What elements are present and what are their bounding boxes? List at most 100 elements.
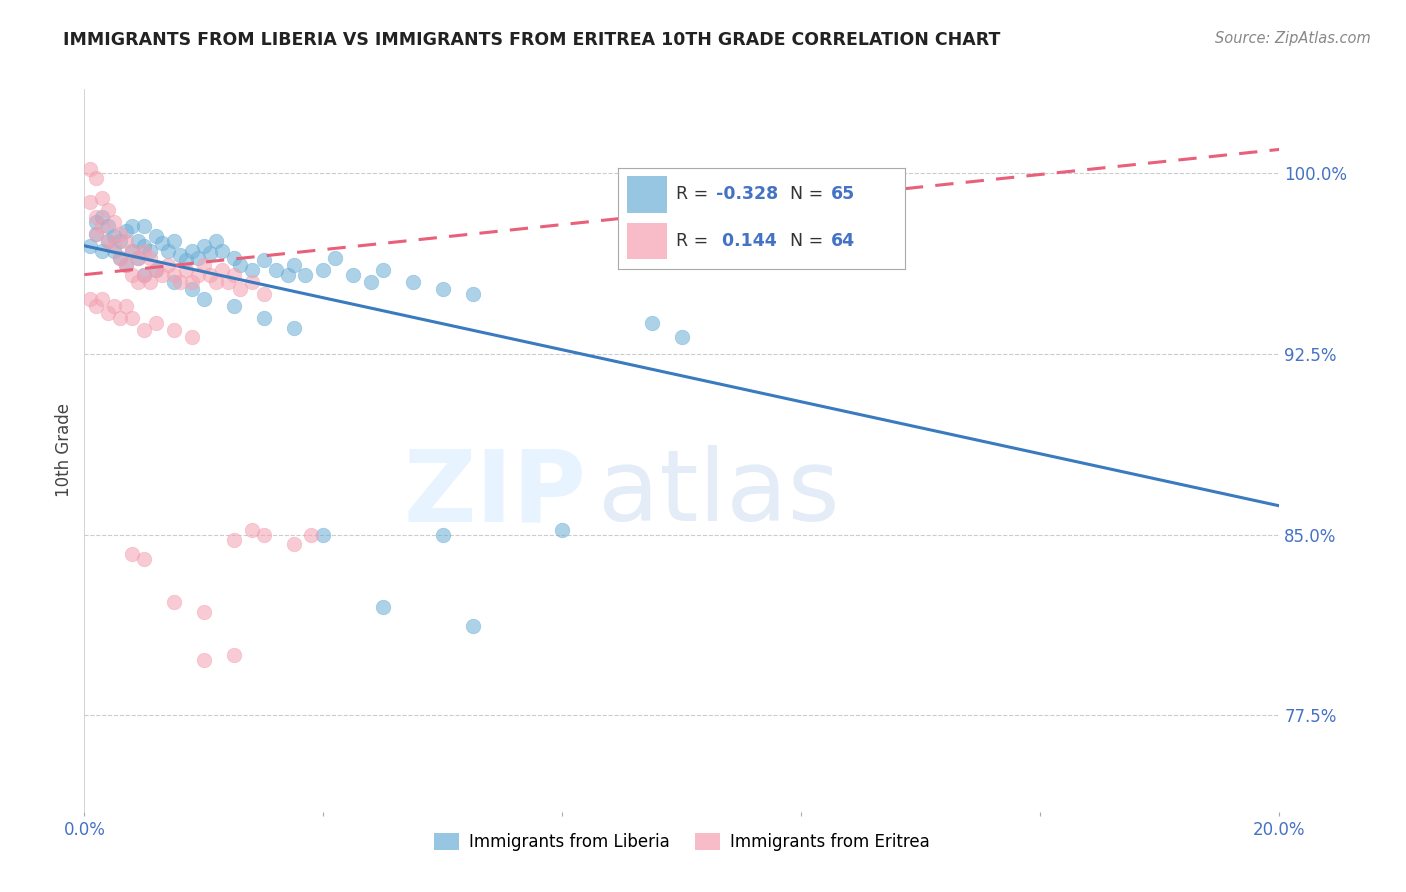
Point <box>121 547 143 561</box>
Text: IMMIGRANTS FROM LIBERIA VS IMMIGRANTS FROM ERITREA 10TH GRADE CORRELATION CHART: IMMIGRANTS FROM LIBERIA VS IMMIGRANTS FR… <box>63 31 1001 49</box>
Point <box>145 316 167 330</box>
Point <box>360 275 382 289</box>
Point <box>264 263 287 277</box>
Point <box>145 263 167 277</box>
Point <box>228 258 252 272</box>
Point <box>132 323 156 337</box>
Point <box>121 268 143 282</box>
Point <box>181 330 204 344</box>
Point <box>97 234 120 248</box>
Point <box>277 268 299 282</box>
Text: Source: ZipAtlas.com: Source: ZipAtlas.com <box>1215 31 1371 46</box>
Point <box>301 528 323 542</box>
Point <box>115 299 138 313</box>
Point <box>198 246 221 260</box>
Point <box>103 238 125 252</box>
Text: R =: R = <box>676 232 718 250</box>
Point <box>402 275 425 289</box>
Point <box>86 210 108 224</box>
Point <box>79 292 101 306</box>
Point <box>97 306 120 320</box>
Point <box>91 210 114 224</box>
Point <box>91 219 114 234</box>
Point <box>163 275 186 289</box>
Point <box>181 282 204 296</box>
Point <box>86 299 108 313</box>
Point <box>461 619 484 633</box>
Point <box>283 537 305 551</box>
Bar <box>627 177 666 212</box>
Point <box>205 275 228 289</box>
Point <box>110 311 132 326</box>
Point <box>110 251 132 265</box>
Point <box>217 275 239 289</box>
Point <box>193 238 215 252</box>
Point <box>240 275 263 289</box>
Point <box>198 268 221 282</box>
Text: 0.144: 0.144 <box>716 232 776 250</box>
Point <box>193 292 215 306</box>
Point <box>115 258 138 272</box>
Point <box>187 251 209 265</box>
Point <box>86 227 108 241</box>
Point <box>240 523 263 537</box>
Point <box>110 234 132 248</box>
Point <box>373 600 395 615</box>
Y-axis label: 10th Grade: 10th Grade <box>55 403 73 498</box>
Point <box>169 275 191 289</box>
Point <box>132 244 156 258</box>
Point <box>103 215 125 229</box>
Point <box>79 238 101 252</box>
Point <box>240 263 263 277</box>
Text: atlas: atlas <box>599 445 839 542</box>
Point <box>132 551 156 566</box>
Point <box>145 263 167 277</box>
Point <box>139 251 162 265</box>
Point <box>132 219 156 234</box>
Point <box>163 595 186 609</box>
Text: 65: 65 <box>831 186 855 203</box>
Point <box>157 244 180 258</box>
Point <box>432 282 454 296</box>
Point <box>132 238 156 252</box>
Point <box>110 227 132 241</box>
Point <box>228 282 252 296</box>
Point <box>253 287 276 301</box>
Point <box>91 292 114 306</box>
Point <box>121 311 143 326</box>
Text: 64: 64 <box>831 232 855 250</box>
Point <box>103 229 125 244</box>
Point <box>86 171 108 186</box>
Point <box>181 244 204 258</box>
Point <box>211 263 233 277</box>
Point <box>169 248 191 262</box>
Point <box>174 253 197 268</box>
Point <box>193 258 215 272</box>
Point <box>193 653 215 667</box>
Point <box>671 330 693 344</box>
Point <box>150 268 173 282</box>
Point <box>193 605 215 619</box>
Point <box>150 236 173 251</box>
Point <box>373 263 395 277</box>
Point <box>139 275 162 289</box>
Point <box>342 268 364 282</box>
Point <box>97 234 120 248</box>
Point <box>121 219 143 234</box>
Point <box>283 320 305 334</box>
Point <box>110 251 132 265</box>
Point <box>211 244 233 258</box>
Point <box>79 195 101 210</box>
Point <box>325 251 347 265</box>
Point <box>294 268 316 282</box>
Point <box>163 323 186 337</box>
Point <box>187 268 209 282</box>
Point <box>115 234 138 248</box>
Point <box>432 528 454 542</box>
Point <box>145 229 167 244</box>
Point <box>121 244 143 258</box>
Point <box>461 287 484 301</box>
Point <box>97 219 120 234</box>
Point <box>222 648 245 662</box>
Point <box>222 533 245 547</box>
